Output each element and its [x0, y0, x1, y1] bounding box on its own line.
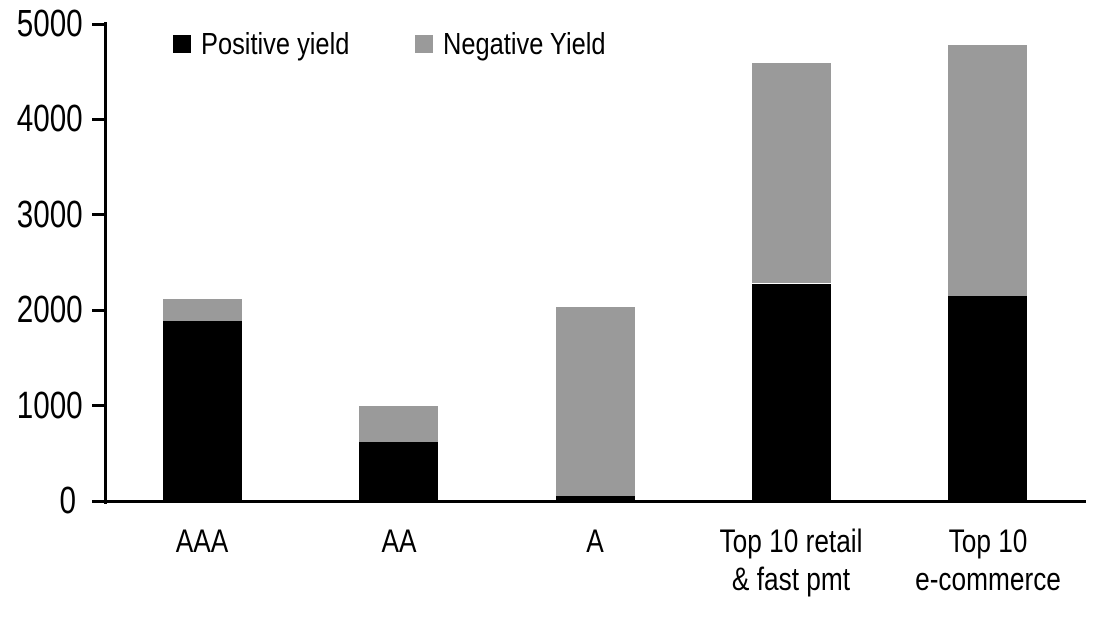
category-label-line: e-commerce: [914, 561, 1061, 597]
y-axis-tick: [92, 213, 104, 217]
y-axis-line: [104, 22, 107, 504]
category-label-line: AAA: [175, 523, 229, 559]
y-tick-label: 0: [59, 480, 76, 522]
bar-segment-negative-2: [359, 405, 439, 442]
category-label-line: AA: [381, 523, 417, 559]
negative-yield-swatch-icon: [415, 35, 433, 53]
y-tick-label: 5000: [16, 3, 83, 45]
legend-item-negative-yield: Negative Yield: [415, 26, 641, 62]
category-label: AAA: [112, 522, 292, 560]
y-axis-tick: [92, 499, 104, 503]
category-label-line: A: [586, 523, 604, 559]
y-axis-tick: [92, 22, 104, 26]
bar-segment-positive-3: [555, 496, 635, 501]
y-axis-tick: [92, 404, 104, 408]
bar-segment-positive-2: [359, 441, 439, 501]
category-label-line: Top 10: [948, 523, 1028, 559]
y-axis-tick: [92, 117, 104, 121]
positive-yield-swatch-icon: [173, 35, 191, 53]
y-tick-label: 4000: [16, 98, 83, 141]
bar-segment-negative-5: [948, 45, 1028, 296]
bar-segment-positive-5: [948, 295, 1028, 501]
category-label: A: [505, 522, 685, 560]
category-label: Top 10 retail & fast pmt: [701, 522, 881, 598]
legend-label: Positive yield: [201, 26, 350, 61]
category-label-line: & fast pmt: [732, 561, 851, 597]
x-axis-line: [104, 500, 1086, 503]
y-tick-label: 2000: [16, 289, 83, 332]
category-label: Top 10 e-commerce: [898, 522, 1078, 598]
legend-item-positive-yield: Positive yield: [173, 26, 382, 62]
bar-segment-positive-1: [162, 320, 242, 501]
bar-segment-positive-4: [751, 283, 831, 501]
y-tick-label: 3000: [16, 193, 83, 236]
y-axis-tick: [92, 308, 104, 312]
bar-segment-negative-3: [555, 307, 635, 497]
bar-segment-negative-4: [751, 63, 831, 284]
category-label: AA: [308, 522, 488, 560]
legend-label: Negative Yield: [443, 26, 606, 61]
y-tick-label: 1000: [16, 384, 83, 427]
category-label-line: Top 10 retail: [719, 523, 863, 559]
bar-segment-negative-1: [162, 298, 242, 321]
